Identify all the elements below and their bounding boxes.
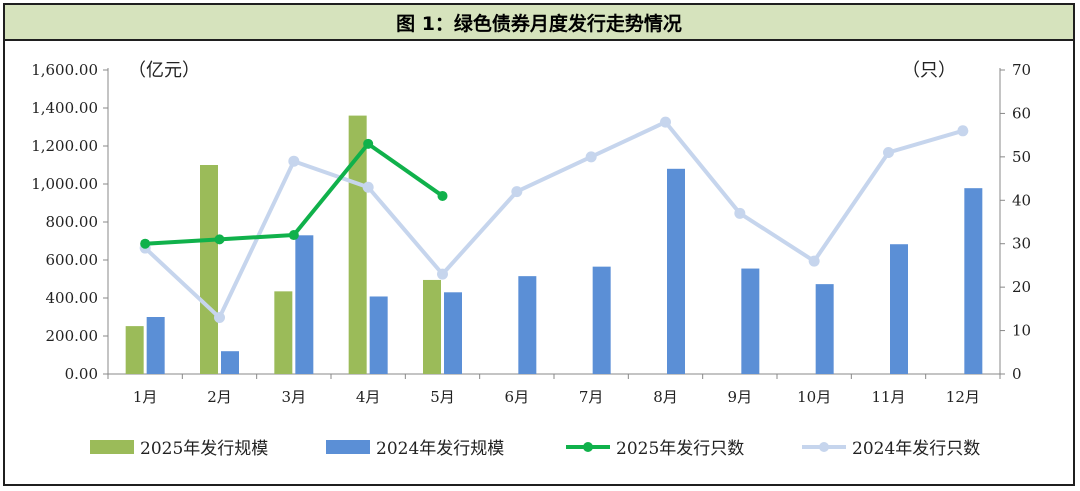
legend-label: 2024年发行只数 [852,439,980,459]
point-2024-count [214,312,225,324]
bar-2024-scale [741,268,760,374]
point-2024-count [437,268,448,280]
right-tick-label: 60 [1012,104,1031,122]
left-tick-label: 1,200.00 [31,137,98,155]
point-2024-count [957,125,969,137]
legend-swatch [90,440,134,454]
title-bar: 图 1：绿色债券月度发行走势情况 [5,5,1073,41]
left-tick-label: 1,600.00 [31,61,98,79]
bar-2024-scale [295,235,314,374]
legend-label: 2024年发行规模 [376,439,504,459]
point-2025-count [288,230,299,241]
legend-label: 2025年发行只数 [616,439,744,459]
left-tick-label: 800.00 [46,213,99,231]
x-tick-label: 10月 [797,388,831,406]
x-tick-label: 8月 [653,388,678,406]
x-tick-label: 5月 [430,388,455,406]
point-2024-count [734,207,746,219]
point-2024-count [585,151,597,163]
point-2024-count [288,155,300,167]
right-tick-label: 30 [1012,235,1031,253]
legend-swatch [326,440,370,454]
point-2024-count [362,181,374,193]
point-2025-count [363,138,374,149]
right-axis-unit: （只） [902,60,956,81]
legend-label: 2025年发行规模 [140,439,268,459]
legend-marker [819,442,829,452]
left-tick-label: 200.00 [46,327,99,345]
x-tick-label: 3月 [282,388,307,406]
bar-2024-scale [815,284,834,374]
x-tick-label: 9月 [728,388,753,406]
point-2025-count [437,190,448,201]
x-tick-label: 6月 [505,388,530,406]
left-axis-unit: （亿元） [128,60,200,81]
point-2024-count [883,147,894,159]
left-tick-label: 600.00 [46,251,99,269]
left-tick-label: 1,400.00 [31,99,98,117]
bar-2024-scale [444,292,462,374]
bar-2025-scale [125,326,144,374]
x-tick-label: 4月 [356,388,381,406]
right-tick-label: 40 [1012,191,1031,209]
bar-2024-scale [667,168,685,374]
legend-marker [583,442,593,452]
bar-2024-scale [369,296,388,374]
point-2024-count [511,186,523,198]
x-tick-label: 7月 [579,388,604,406]
bar-2025-scale [423,279,441,374]
bar-2024-scale [964,188,983,374]
point-2024-count [808,255,820,267]
bar-2024-scale [146,317,165,374]
x-tick-label: 12月 [946,388,980,406]
point-2025-count [140,238,151,249]
right-tick-label: 50 [1012,148,1031,166]
point-2024-count [660,116,671,128]
right-tick-label: 20 [1012,278,1031,296]
left-tick-label: 400.00 [46,289,99,307]
line-2024-count [143,120,964,320]
bar-2024-scale [518,276,537,374]
x-tick-label: 1月 [133,388,158,406]
bar-2024-scale [890,244,908,374]
point-2025-count [214,234,225,245]
right-tick-label: 0 [1012,365,1022,383]
x-tick-label: 2月 [207,388,232,406]
bar-2024-scale [592,266,611,374]
bar-2025-scale [200,165,218,374]
right-tick-label: 10 [1012,322,1031,340]
left-tick-label: 1,000.00 [31,175,98,193]
x-tick-label: 11月 [871,388,905,406]
bar-2024-scale [221,351,239,374]
bar-2025-scale [274,291,293,374]
left-tick-label: 0.00 [65,365,98,383]
chart-title: 图 1：绿色债券月度发行走势情况 [396,12,682,35]
right-tick-label: 70 [1012,61,1031,79]
